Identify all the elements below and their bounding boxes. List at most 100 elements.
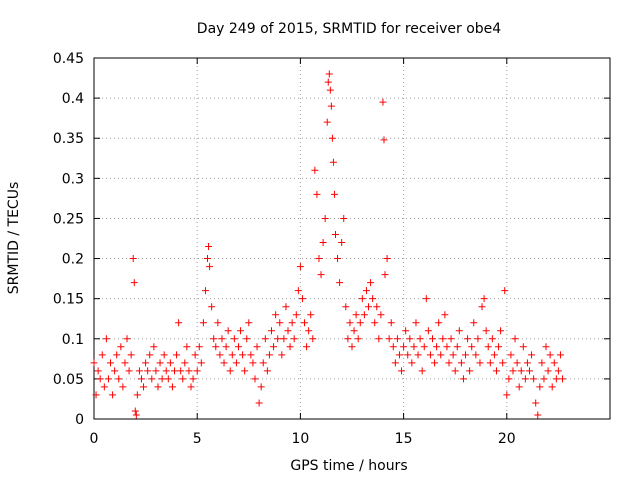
data-point xyxy=(356,319,364,327)
data-point xyxy=(175,319,183,327)
axis-ticks: 0 5 10 15 20 0 0.05 0.1 0.15 0.2 0.25 0.3 0.35 0.4 0.4… xyxy=(53,51,610,447)
data-point xyxy=(185,367,193,375)
data-point xyxy=(474,335,482,343)
data-point xyxy=(247,351,255,359)
data-point xyxy=(350,327,358,335)
data-point xyxy=(426,351,434,359)
data-point xyxy=(342,303,350,311)
data-point xyxy=(140,383,148,391)
data-point xyxy=(334,255,342,263)
data-point xyxy=(451,367,459,375)
data-point xyxy=(488,335,496,343)
data-point xyxy=(439,335,447,343)
data-point xyxy=(328,134,336,142)
data-point xyxy=(206,263,214,271)
data-point xyxy=(286,343,294,351)
data-point xyxy=(294,287,302,295)
data-point xyxy=(459,375,467,383)
data-point xyxy=(135,367,143,375)
data-point xyxy=(330,190,338,198)
data-point xyxy=(536,383,544,391)
y-tick-label: 0.3 xyxy=(62,171,84,187)
data-point xyxy=(205,243,213,251)
data-point xyxy=(443,343,451,351)
data-point xyxy=(538,359,546,367)
data-point xyxy=(284,327,292,335)
data-point xyxy=(278,351,286,359)
data-point xyxy=(321,214,329,222)
data-point xyxy=(418,367,426,375)
data-point xyxy=(137,375,145,383)
data-point xyxy=(383,255,391,263)
data-point xyxy=(204,255,212,263)
data-point xyxy=(237,327,245,335)
data-point xyxy=(420,343,428,351)
data-point xyxy=(389,343,397,351)
data-point xyxy=(348,343,356,351)
data-point xyxy=(428,335,436,343)
data-point xyxy=(490,351,498,359)
data-point xyxy=(402,327,410,335)
data-point xyxy=(499,359,507,367)
data-point xyxy=(251,375,259,383)
data-point xyxy=(170,367,178,375)
data-point xyxy=(526,367,534,375)
data-point xyxy=(507,351,515,359)
data-point xyxy=(360,311,368,319)
data-point xyxy=(239,351,247,359)
data-point xyxy=(119,383,127,391)
data-point xyxy=(104,375,112,383)
y-tick-label: 0.2 xyxy=(62,252,84,268)
data-point xyxy=(309,335,317,343)
data-point xyxy=(455,327,463,335)
data-point xyxy=(115,375,123,383)
data-point xyxy=(181,359,189,367)
data-point xyxy=(263,367,271,375)
data-point xyxy=(259,359,267,367)
data-point xyxy=(282,303,290,311)
data-point xyxy=(532,399,540,407)
data-point xyxy=(462,351,470,359)
data-point xyxy=(515,383,523,391)
data-point xyxy=(183,343,191,351)
data-point xyxy=(305,327,313,335)
x-tick-label: 10 xyxy=(291,431,309,447)
data-point xyxy=(241,367,249,375)
data-point xyxy=(313,190,321,198)
data-point xyxy=(511,335,519,343)
data-point xyxy=(362,287,370,295)
data-point xyxy=(497,327,505,335)
data-point xyxy=(222,343,230,351)
data-point xyxy=(468,343,476,351)
data-point xyxy=(117,343,125,351)
y-tick-label: 0.25 xyxy=(53,211,84,227)
data-point xyxy=(255,399,263,407)
data-point xyxy=(228,351,236,359)
data-point xyxy=(530,375,538,383)
data-point xyxy=(404,351,412,359)
data-point xyxy=(177,367,185,375)
data-point xyxy=(422,295,430,303)
data-point xyxy=(408,359,416,367)
data-point xyxy=(352,311,360,319)
data-point xyxy=(92,391,100,399)
data-point xyxy=(164,375,172,383)
plot-frame xyxy=(93,57,611,420)
data-point xyxy=(534,411,542,419)
data-point xyxy=(517,367,525,375)
data-point xyxy=(486,359,494,367)
y-tick-label: 0.15 xyxy=(53,292,84,308)
y-tick-label: 0 xyxy=(75,412,84,428)
data-point xyxy=(550,359,558,367)
data-point xyxy=(546,351,554,359)
data-point xyxy=(107,359,115,367)
data-point xyxy=(324,78,332,86)
data-point xyxy=(523,359,531,367)
data-point xyxy=(391,359,399,367)
data-point xyxy=(482,327,490,335)
data-point xyxy=(552,375,560,383)
data-point xyxy=(556,351,564,359)
data-point xyxy=(344,335,352,343)
data-point xyxy=(125,367,133,375)
data-point xyxy=(109,391,117,399)
